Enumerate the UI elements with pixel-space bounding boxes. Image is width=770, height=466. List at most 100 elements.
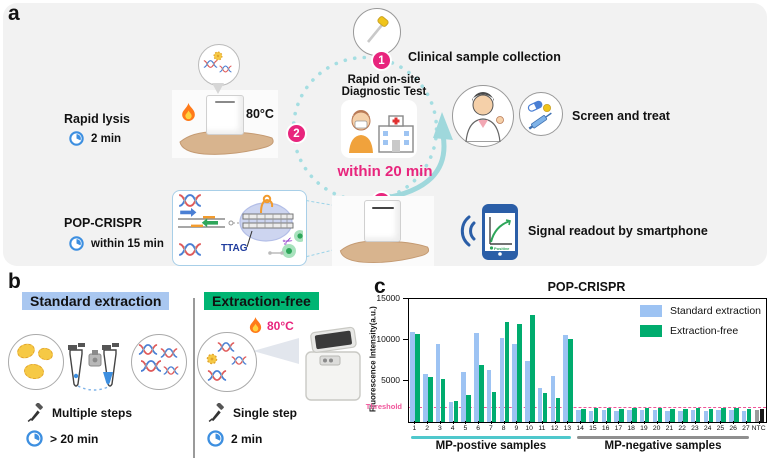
bar-extraction-free xyxy=(670,408,675,422)
diagnostic-line1: Rapid on-site xyxy=(347,74,421,86)
rapid-lysis-time: 2 min xyxy=(91,132,122,145)
y-tick-label: 5000 xyxy=(381,375,400,385)
x-tick-label: 2 xyxy=(425,425,430,432)
portable-heater-device xyxy=(206,95,244,135)
bubble-pointer xyxy=(212,83,224,94)
x-tick xyxy=(529,421,531,424)
clock-icon xyxy=(26,430,43,447)
panel-c-letter: c xyxy=(374,275,386,298)
bar-standard-extraction xyxy=(563,335,568,422)
x-tick-label: 11 xyxy=(538,425,546,432)
bar-standard-extraction xyxy=(716,410,721,422)
bar-extraction-free xyxy=(721,408,726,422)
masked-patient-icon xyxy=(349,110,373,153)
x-tick xyxy=(427,421,429,424)
bar-standard-extraction xyxy=(652,409,658,422)
bar-standard-extraction xyxy=(537,388,543,422)
medicine-circle xyxy=(519,92,563,136)
x-tick-label: 20 xyxy=(652,425,661,432)
bar-extraction-free xyxy=(734,408,739,422)
standard-time-row: > 20 min xyxy=(26,430,98,447)
x-tick-label: 18 xyxy=(627,425,635,432)
bar-standard-extraction xyxy=(486,370,492,422)
x-tick-label: 8 xyxy=(501,425,506,432)
bar-standard-extraction xyxy=(601,409,607,422)
bar-standard-extraction xyxy=(729,409,734,422)
panel-b-divider xyxy=(193,298,195,458)
x-tick xyxy=(669,421,671,424)
legend-label: Standard extraction xyxy=(669,305,761,317)
bar-standard-extraction xyxy=(639,410,645,422)
smartphone-icon: Positive xyxy=(482,204,518,260)
x-tick-label: 13 xyxy=(563,425,572,432)
bar-standard-extraction xyxy=(703,411,709,422)
bar-extraction-free xyxy=(708,408,714,422)
bar-extraction-free xyxy=(568,339,573,422)
x-tick xyxy=(478,421,480,424)
bar-extraction-free xyxy=(530,314,535,422)
phone-positive-label: Positive xyxy=(494,246,510,251)
chart-yaxis: 5000 10000 15000 xyxy=(370,293,408,421)
panel-b-letter: b xyxy=(8,270,21,293)
x-tick xyxy=(439,421,441,424)
bar-standard-extraction xyxy=(525,360,530,422)
extraction-free-temp-row: 80°C xyxy=(248,317,294,334)
extraction-free-steps-label: Single step xyxy=(233,405,298,420)
clock-icon xyxy=(69,236,84,251)
bar-extraction-free xyxy=(415,334,420,422)
chart-legend: Standard extraction Extraction-free xyxy=(639,305,761,337)
sample-beam xyxy=(253,338,299,364)
flame-icon xyxy=(180,103,197,122)
x-tick-label: 4 xyxy=(450,425,455,432)
virus-dna-icons xyxy=(206,342,247,381)
bar-standard-extraction xyxy=(461,371,466,422)
x-tick-label: NTC xyxy=(751,425,766,432)
legend-swatch xyxy=(639,325,662,337)
extraction-free-temp: 80°C xyxy=(267,318,294,333)
legend-item: Standard extraction xyxy=(639,305,761,317)
x-tick-label: 6 xyxy=(476,425,481,432)
step-badge-1: 1 xyxy=(371,50,392,71)
group-underline-0 xyxy=(411,436,571,439)
x-tick xyxy=(554,421,556,424)
x-tick-label: 27 xyxy=(742,425,750,432)
bar-standard-extraction xyxy=(474,332,479,422)
step-badge-2: 2 xyxy=(286,123,307,144)
bar-ntc-0 xyxy=(754,409,760,422)
bar-standard-extraction xyxy=(627,409,632,422)
flame-icon xyxy=(248,317,263,334)
bar-extraction-free xyxy=(593,408,599,422)
x-tick-label: 1 xyxy=(412,425,417,432)
bar-standard-extraction xyxy=(576,409,581,422)
extraction-free-time-row: 2 min xyxy=(207,430,262,447)
bar-ntc-1 xyxy=(759,408,765,422)
bar-standard-extraction xyxy=(665,410,670,422)
chart-title: POP-CRISPR xyxy=(547,280,626,294)
doctor-circle xyxy=(452,85,514,147)
hand-device-photo-2 xyxy=(332,196,434,266)
bar-standard-extraction xyxy=(499,337,505,422)
x-tick xyxy=(592,421,594,424)
x-tick-label: 7 xyxy=(488,425,493,432)
x-tick xyxy=(580,421,582,424)
bar-standard-extraction xyxy=(410,331,415,422)
pipette-icon xyxy=(26,403,45,422)
x-tick xyxy=(745,421,747,424)
bar-extraction-free xyxy=(491,392,497,422)
dna-circle xyxy=(131,334,187,390)
bar-extraction-free xyxy=(644,408,650,422)
lysate-zoom-bubble xyxy=(198,44,240,86)
bar-extraction-free xyxy=(632,408,637,422)
y-tick-label: 15000 xyxy=(376,293,400,303)
threshold-line xyxy=(409,407,766,409)
pipette-icon xyxy=(207,403,226,422)
bar-extraction-free xyxy=(453,400,459,422)
extraction-free-header: Extraction-free xyxy=(204,292,319,310)
virus-dna-icons xyxy=(203,51,232,73)
flow-arrow xyxy=(433,112,453,140)
x-tick xyxy=(707,421,709,424)
x-tick-label: 3 xyxy=(437,425,442,432)
x-tick-label: 25 xyxy=(716,425,725,432)
legend-label: Extraction-free xyxy=(669,325,739,337)
bar-standard-extraction xyxy=(435,344,441,422)
